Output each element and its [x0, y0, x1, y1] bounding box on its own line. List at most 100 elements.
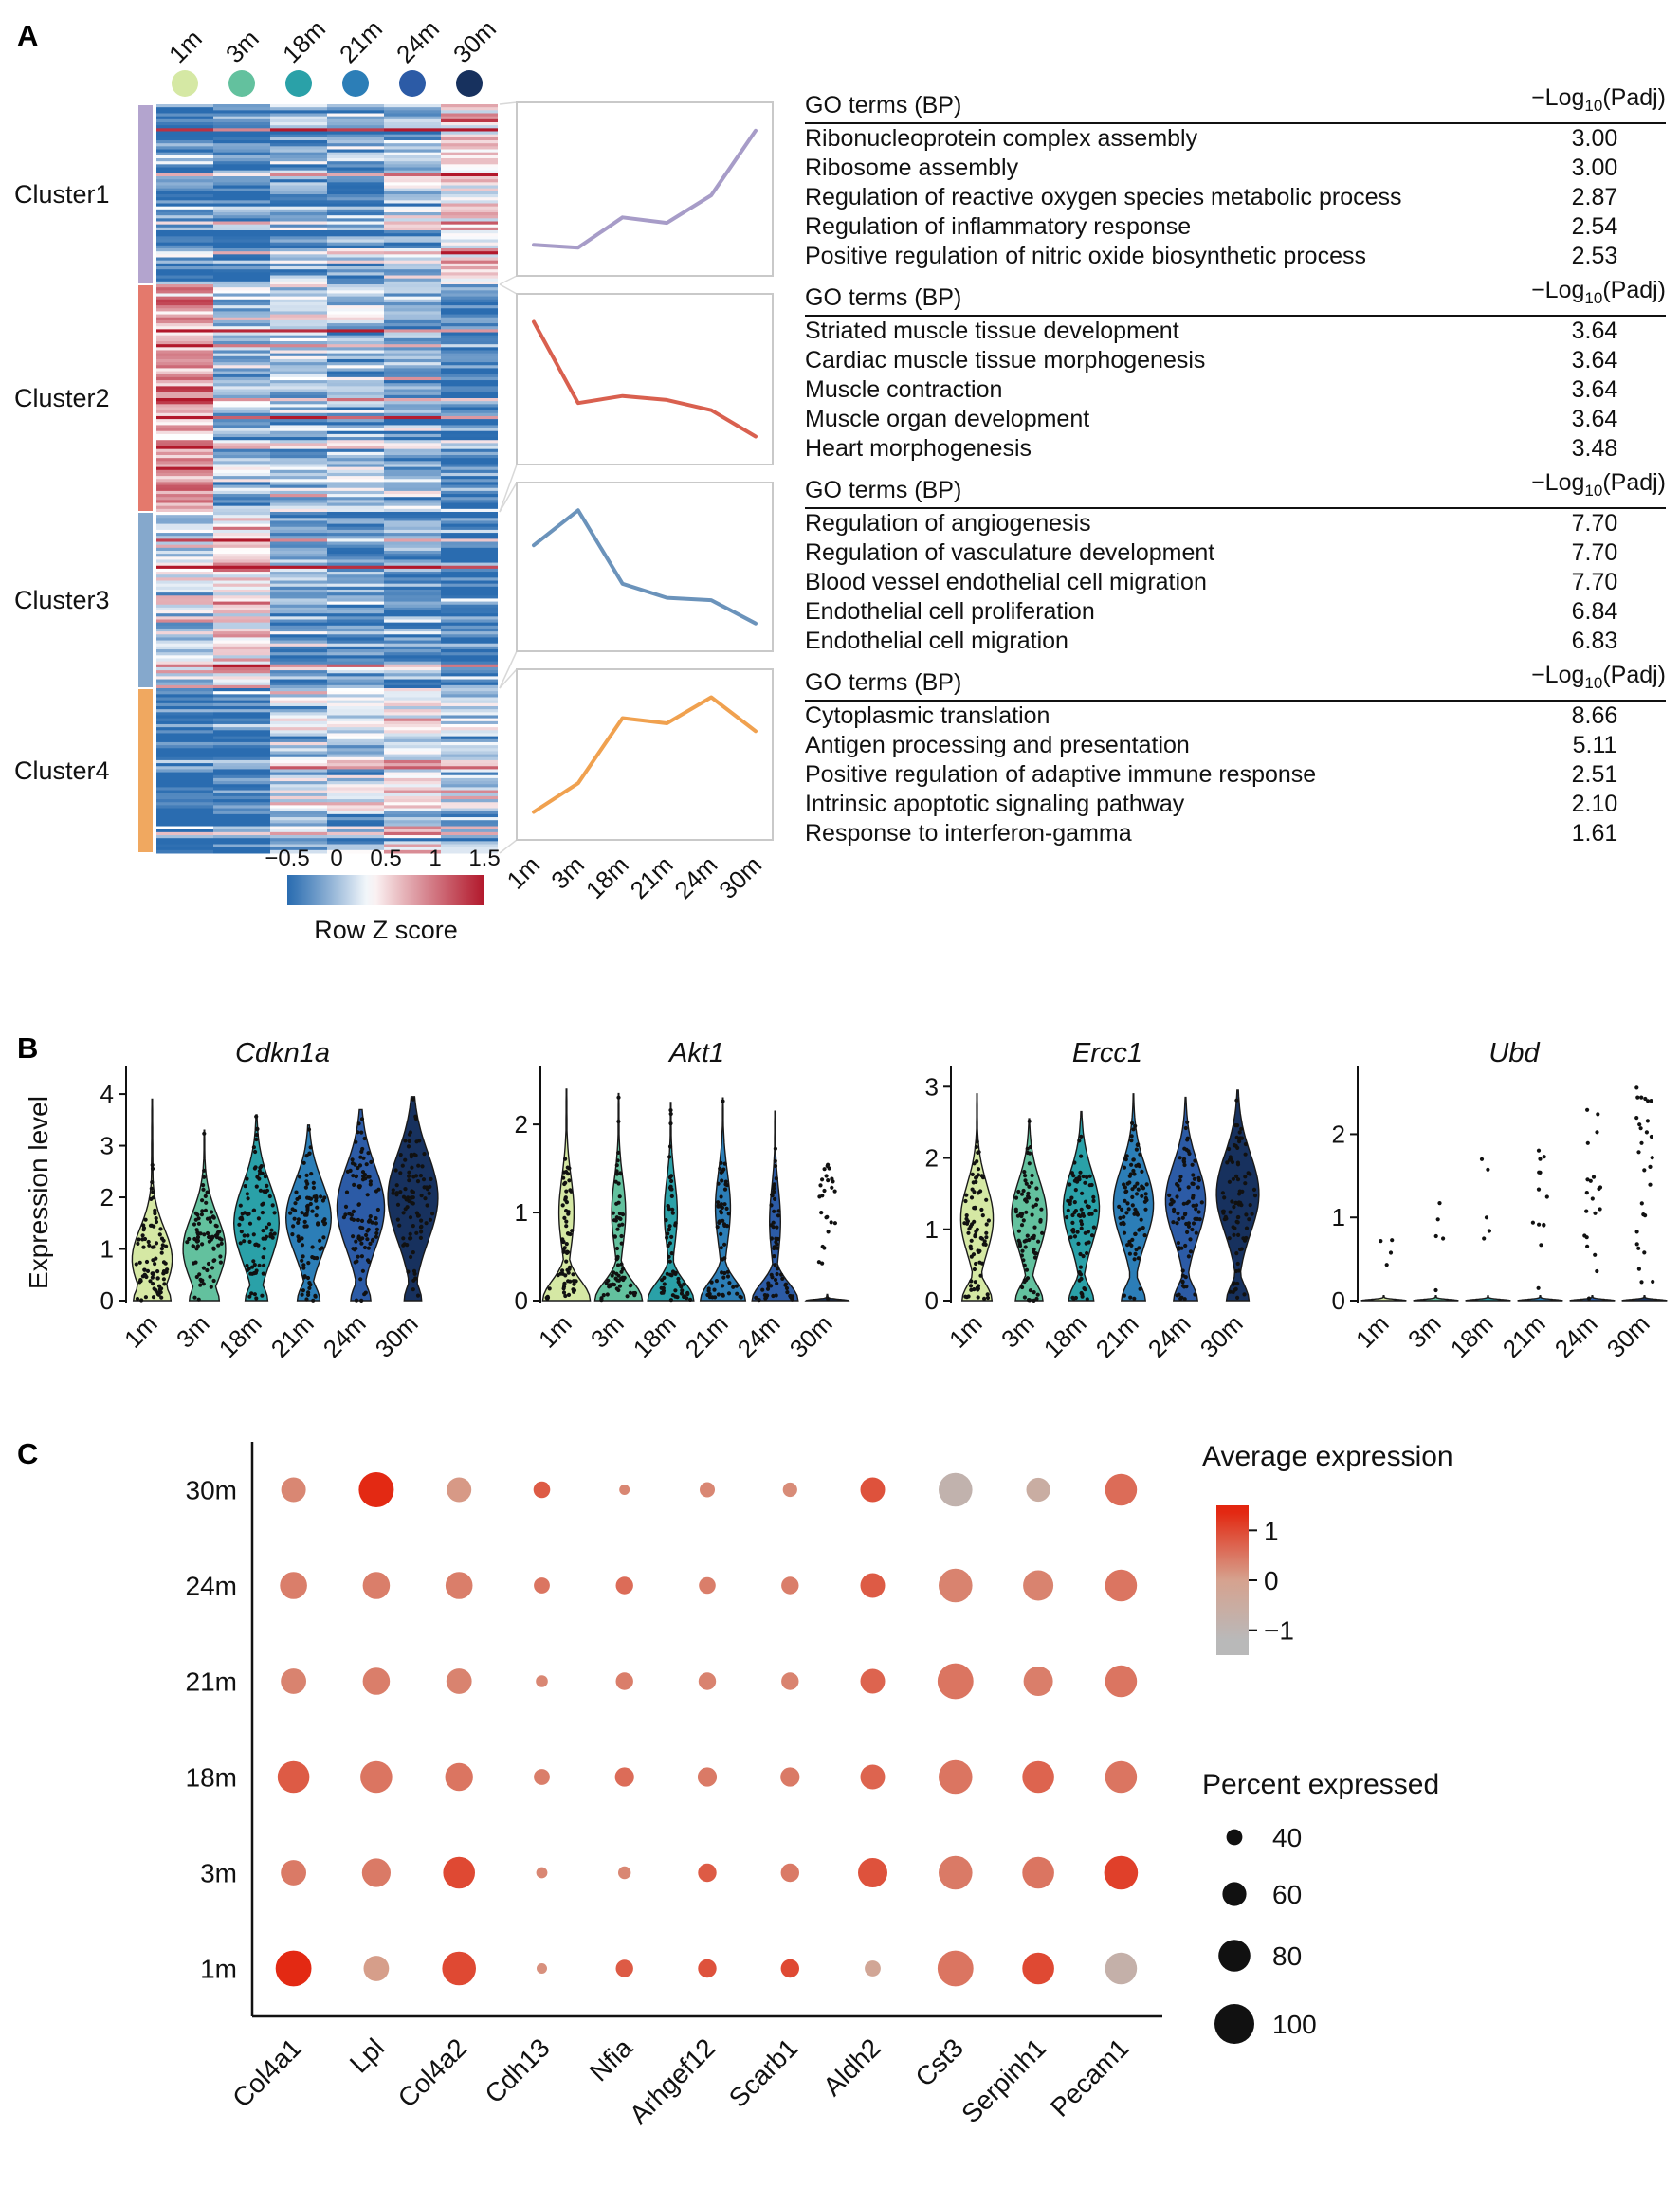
jitter-dot — [401, 1243, 406, 1248]
colorbar-tick: 0 — [330, 846, 342, 871]
jitter-dot — [1228, 1210, 1233, 1214]
jitter-dot — [310, 1245, 315, 1249]
heatmap-cell — [441, 720, 498, 725]
dot-Serpinh1-24m — [1023, 1570, 1054, 1601]
go-term-tables: GO terms (BP) −Log10(Padj) Ribonucleoprote… — [0, 0, 1680, 948]
dot-Scarb1-3m — [780, 1863, 799, 1883]
heatmap-cell — [384, 572, 441, 575]
heatmap-cell — [156, 601, 213, 606]
heatmap-cell — [213, 766, 270, 770]
jitter-dot — [774, 1293, 778, 1298]
jitter-dot — [246, 1233, 250, 1238]
heatmap-cell — [270, 472, 327, 477]
heatmap-cell — [441, 185, 498, 190]
heatmap-cell — [156, 759, 213, 764]
jitter-dot — [356, 1121, 361, 1126]
heatmap-cell — [156, 520, 213, 525]
jitter-dot — [1642, 1168, 1647, 1173]
heatmap-cell — [213, 104, 270, 108]
jitter-points — [1433, 1201, 1446, 1293]
dot-Col4a2-1m — [442, 1951, 477, 1986]
heatmap-cell — [213, 371, 270, 375]
heatmap-cluster-2 — [156, 284, 498, 513]
heatmap-cell — [384, 412, 441, 417]
heatmap-cell — [384, 586, 441, 591]
heatmap-cell — [213, 772, 270, 776]
jitter-dot — [304, 1224, 309, 1229]
neglog-padj-header: −Log10(Padj) — [1531, 469, 1666, 500]
jitter-dot — [1582, 1233, 1587, 1238]
jitter-dot — [1027, 1184, 1032, 1189]
heatmap-cell — [213, 756, 270, 761]
heatmap-cell — [156, 631, 213, 635]
heatmap-cell — [270, 702, 327, 707]
jitter-dot — [1168, 1202, 1173, 1207]
heatmap-cell — [213, 275, 270, 280]
violin-x-label: 1m — [1350, 1309, 1395, 1354]
jitter-dot — [246, 1267, 250, 1272]
heatmap-cell — [156, 394, 213, 399]
heatmap-cell — [213, 472, 270, 477]
heatmap-cell — [270, 350, 327, 355]
jitter-dot — [974, 1175, 979, 1180]
heatmap-cell — [327, 104, 384, 108]
heatmap-cell — [327, 831, 384, 836]
violin-x-label: 24m — [1142, 1309, 1196, 1363]
heatmap-cell — [270, 777, 327, 782]
heatmap-cell — [270, 754, 327, 758]
jitter-dot — [1089, 1233, 1095, 1238]
heatmap-cell — [327, 841, 384, 846]
heatmap-cell — [327, 666, 384, 671]
jitter-dot — [1176, 1241, 1180, 1246]
heatmap-cell — [156, 392, 213, 396]
jitter-dot — [569, 1189, 574, 1194]
heatmap-cell — [441, 835, 498, 839]
go-term-value: 2.54 — [1571, 213, 1618, 240]
heatmap-cell — [327, 158, 384, 162]
heatmap-cell — [213, 556, 270, 560]
connector-line — [499, 668, 518, 689]
heatmap-cell — [156, 727, 213, 731]
heatmap-cell — [327, 586, 384, 591]
heatmap-cell — [327, 682, 384, 686]
heatmap-cell — [441, 355, 498, 360]
heatmap-cell — [213, 494, 270, 498]
heatmap-cell — [327, 203, 384, 208]
jitter-dot — [1638, 1126, 1643, 1131]
heatmap-cell — [156, 317, 213, 321]
heatmap-cell — [327, 849, 384, 854]
jitter-dot — [1079, 1134, 1084, 1139]
heatmap-cell — [156, 137, 213, 141]
heatmap-cell — [156, 347, 213, 351]
heatmap-cell — [327, 415, 384, 420]
heatmap-cell — [156, 769, 213, 774]
jitter-dot — [1585, 1177, 1590, 1182]
jitter-dot — [976, 1286, 980, 1291]
jitter-dot — [1072, 1210, 1077, 1214]
heatmap-cell — [213, 684, 270, 689]
heatmap-cell — [441, 278, 498, 282]
jitter-dot — [707, 1295, 713, 1300]
heatmap-cell — [384, 649, 441, 653]
heatmap-cell — [327, 419, 384, 423]
go-table-header: GO terms (BP) −Log10(Padj) — [805, 468, 1666, 509]
timepoint-dot-21m — [342, 70, 369, 97]
heatmap-cell — [384, 799, 441, 803]
heatmap-cell — [213, 358, 270, 363]
jitter-dot — [1143, 1192, 1148, 1196]
jitter-dot — [362, 1136, 367, 1141]
jitter-dot — [1068, 1235, 1073, 1240]
heatmap-cell — [384, 140, 441, 144]
heatmap-cell — [213, 323, 270, 327]
heatmap-cell — [213, 337, 270, 342]
heatmap-cell — [156, 676, 213, 681]
jitter-dot — [666, 1231, 670, 1236]
jitter-dot — [564, 1250, 570, 1255]
heatmap-cell — [270, 610, 327, 614]
jitter-dot — [670, 1207, 675, 1212]
heatmap-cell — [441, 736, 498, 740]
heatmap-cell — [270, 684, 327, 689]
heatmap-cell — [327, 494, 384, 498]
jitter-dot — [617, 1284, 623, 1288]
jitter-dot — [673, 1288, 678, 1293]
